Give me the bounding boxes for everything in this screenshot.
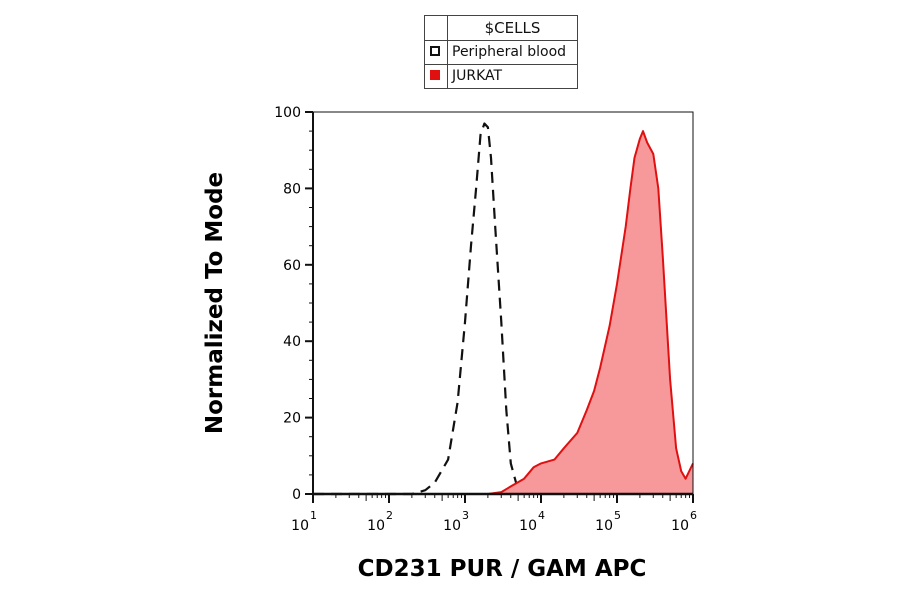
series-area-jurkat: [487, 131, 693, 494]
series-line-peripheral-blood: [313, 122, 525, 496]
x-tick-label-exponent: 3: [462, 509, 469, 522]
series-line-jurkat: [487, 130, 694, 495]
y-tick-label: 80: [283, 181, 301, 197]
x-tick-label-exponent: 4: [538, 509, 545, 522]
x-tick-label-base: 10: [291, 518, 309, 534]
legend-entry-peripheral-blood: Peripheral blood: [425, 40, 577, 64]
legend-title: $CELLS: [484, 19, 541, 37]
legend-entry-label: Peripheral blood: [452, 44, 567, 60]
x-tick-label-exponent: 5: [614, 509, 621, 522]
legend-header: $CELLS: [425, 16, 577, 40]
dashed-outline-swatch-icon: [430, 46, 440, 56]
legend-divider: [447, 16, 448, 88]
x-tick-label-exponent: 1: [310, 509, 317, 522]
x-tick-label-exponent: 6: [690, 509, 697, 522]
x-tick-label-base: 10: [595, 518, 613, 534]
filled-swatch-icon: [430, 70, 440, 80]
y-tick-label: 100: [274, 105, 301, 121]
legend-entry-label: JURKAT: [452, 68, 503, 84]
x-tick-label-base: 10: [519, 518, 537, 534]
plot-area: [313, 122, 694, 496]
legend-entry-jurkat: JURKAT: [425, 64, 577, 88]
y-tick-label: 20: [283, 411, 301, 427]
legend: $CELLS Peripheral blood JURKAT: [424, 15, 578, 89]
y-tick-label: 40: [283, 334, 301, 350]
x-tick-label-base: 10: [367, 518, 385, 534]
y-tick-label: 60: [283, 258, 301, 274]
x-tick-label-base: 10: [443, 518, 461, 534]
x-axis-label: CD231 PUR / GAM APC: [358, 556, 647, 582]
x-tick-label-exponent: 2: [386, 509, 393, 522]
x-tick-label-base: 10: [671, 518, 689, 534]
y-axis-label: Normalized To Mode: [202, 172, 228, 434]
y-tick-label: 0: [292, 487, 301, 503]
